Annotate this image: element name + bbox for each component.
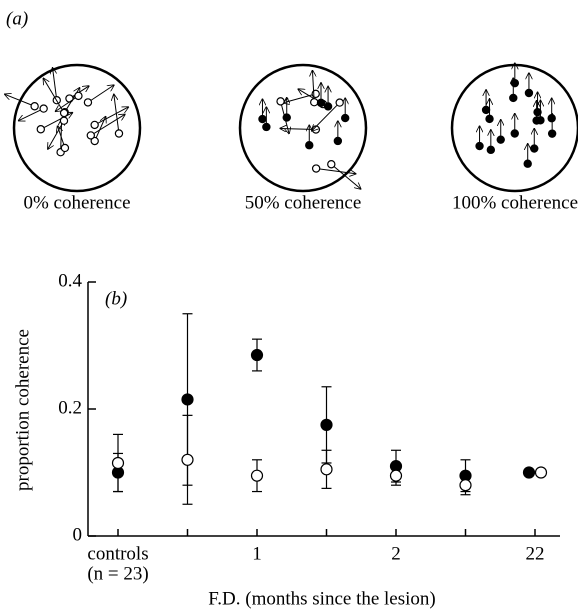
caption: 50% coherence [245, 192, 362, 213]
motion-arrow [280, 101, 289, 133]
dot [530, 144, 539, 153]
dot [59, 116, 69, 125]
x-tick-label: 22 [526, 543, 545, 564]
dot [311, 164, 321, 173]
caption: 100% coherence [452, 192, 578, 213]
dot [335, 98, 344, 107]
x-tick-label: 1 [252, 543, 262, 564]
x-axis-label: F.D. (months since the lesion) [208, 588, 436, 609]
motion-arrow [53, 68, 58, 101]
panel-a: 0% coherence 50% coherence 100% coherence [5, 63, 578, 213]
panel-a-label: (a) [6, 8, 28, 29]
dot [65, 94, 74, 103]
point [320, 463, 333, 476]
motion-arrow [114, 94, 120, 134]
dot [532, 116, 541, 125]
dot [276, 97, 285, 106]
dot [90, 136, 99, 146]
motion-arrow [312, 70, 314, 103]
aperture [12, 63, 142, 193]
motion-arrow [90, 114, 125, 136]
dot [305, 141, 314, 150]
dot [90, 120, 99, 130]
dot [258, 114, 267, 124]
dot [523, 159, 532, 168]
dot [485, 114, 494, 124]
point [534, 466, 548, 479]
dot [533, 107, 542, 117]
point [522, 466, 536, 479]
y-axis-label: proportion coherence [12, 329, 33, 491]
point [250, 469, 264, 482]
dot [496, 135, 505, 144]
point [320, 418, 333, 431]
dot [327, 160, 336, 169]
y-tick-label: 0 [73, 524, 83, 545]
motion-arrow [316, 168, 356, 174]
motion-arrow [330, 163, 360, 189]
point [459, 479, 472, 492]
point [389, 469, 403, 482]
dot [59, 108, 69, 118]
y-tick-label: 0.2 [58, 397, 82, 418]
dot [509, 93, 518, 103]
annotation: (n = 23) [87, 563, 148, 584]
y-tick-label: 0.4 [58, 270, 82, 291]
dot [510, 78, 520, 88]
dot [114, 129, 124, 138]
caption: 0% coherence [23, 192, 130, 213]
x-tick-label: controls [87, 543, 148, 564]
dot [39, 104, 48, 113]
dot [86, 131, 96, 140]
dot [481, 105, 491, 115]
dot [316, 98, 326, 108]
point [181, 453, 194, 466]
dot [510, 129, 519, 138]
x-tick-label: 2 [391, 543, 401, 564]
motion-arrow [5, 94, 35, 107]
dot [83, 98, 93, 107]
dot [340, 113, 350, 123]
motion-arrow [55, 95, 79, 111]
motion-arrow [280, 128, 316, 129]
dot [475, 141, 484, 151]
dot [323, 102, 333, 111]
dot [547, 129, 557, 138]
motion-arrow [283, 93, 316, 103]
dot [30, 102, 39, 111]
point [111, 456, 125, 470]
motion-arrow [87, 85, 114, 103]
dot [310, 98, 319, 107]
dot [524, 88, 534, 98]
dot [74, 91, 83, 101]
point [181, 393, 194, 406]
aperture [238, 63, 368, 193]
motion-arrow [19, 108, 44, 121]
point [250, 348, 264, 362]
motion-arrow [48, 120, 65, 149]
motion-arrow [94, 107, 129, 126]
dot [36, 125, 45, 134]
motion-arrow [312, 102, 341, 131]
dot [60, 143, 70, 153]
dot [262, 122, 271, 132]
panel-b-label: (b) [105, 288, 127, 309]
dot [333, 136, 343, 146]
dot [486, 145, 496, 155]
